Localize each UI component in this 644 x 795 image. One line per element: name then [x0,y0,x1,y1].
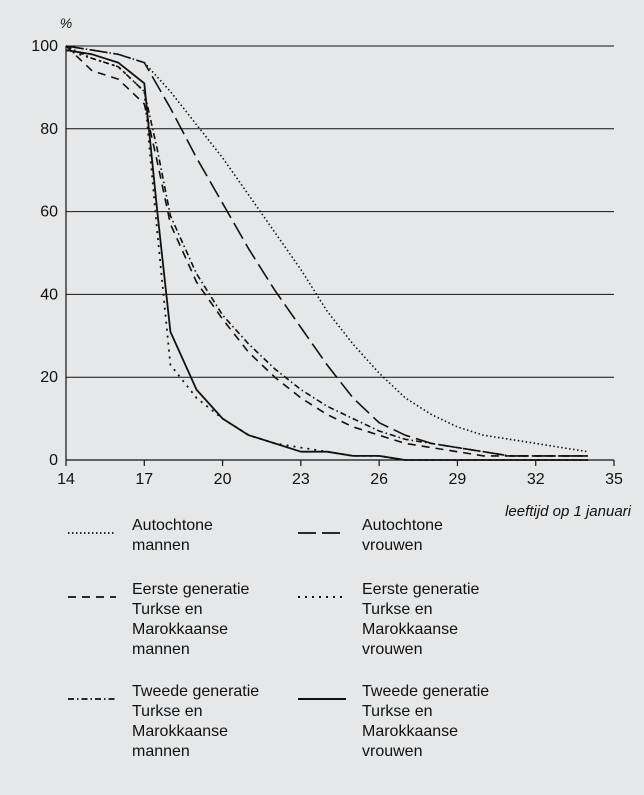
series-line-6 [65,49,588,461]
x-tick-label: 23 [292,471,310,488]
legend-label: Autochtone vrouwen [362,517,443,554]
legend-label: Eerste generatie Turkse en Marokkaanse mann… [132,581,250,658]
legend-label: Tweede generatie Turkse en Marokkaanse vrou… [362,683,489,760]
legend-label: Autochtone mannen [132,517,213,554]
series-line-3 [65,45,588,457]
y-tick-label: 100 [31,38,58,55]
x-tick-label: 32 [527,471,545,488]
y-tick-label: 40 [40,286,58,303]
x-tick-label: 20 [214,471,232,488]
series-lines [65,45,589,461]
x-tick-label: 29 [449,471,467,488]
series-line-5 [65,45,588,457]
y-tick-label: 0 [49,452,58,469]
y-tick-label: 80 [40,121,58,138]
y-tick-label: 20 [40,369,58,386]
legend-label: Tweede generatie Turkse en Marokkaanse mann… [132,683,259,760]
series-line-1 [65,45,589,453]
x-tick-label: 26 [370,471,388,488]
x-axis-label: leeftijd op 1 januari [505,503,632,520]
legend: Autochtone mannen Autochtone vrouwen Eerste … [68,517,489,760]
legend-label: Eerste generatie Turkse en Marokkaanse vrou… [362,581,480,658]
y-tick-label: 60 [40,204,58,221]
series-line-4 [65,49,588,461]
x-tick-label: 17 [135,471,153,488]
y-axis-unit: % [60,15,72,31]
grid-lines [66,45,614,378]
x-tick-label: 35 [605,471,623,488]
axes: 0 20 40 60 80 100% 14 17 20 23 26 29 32 35 leeftijd op… [31,15,631,520]
x-tick-label: 14 [57,471,75,488]
